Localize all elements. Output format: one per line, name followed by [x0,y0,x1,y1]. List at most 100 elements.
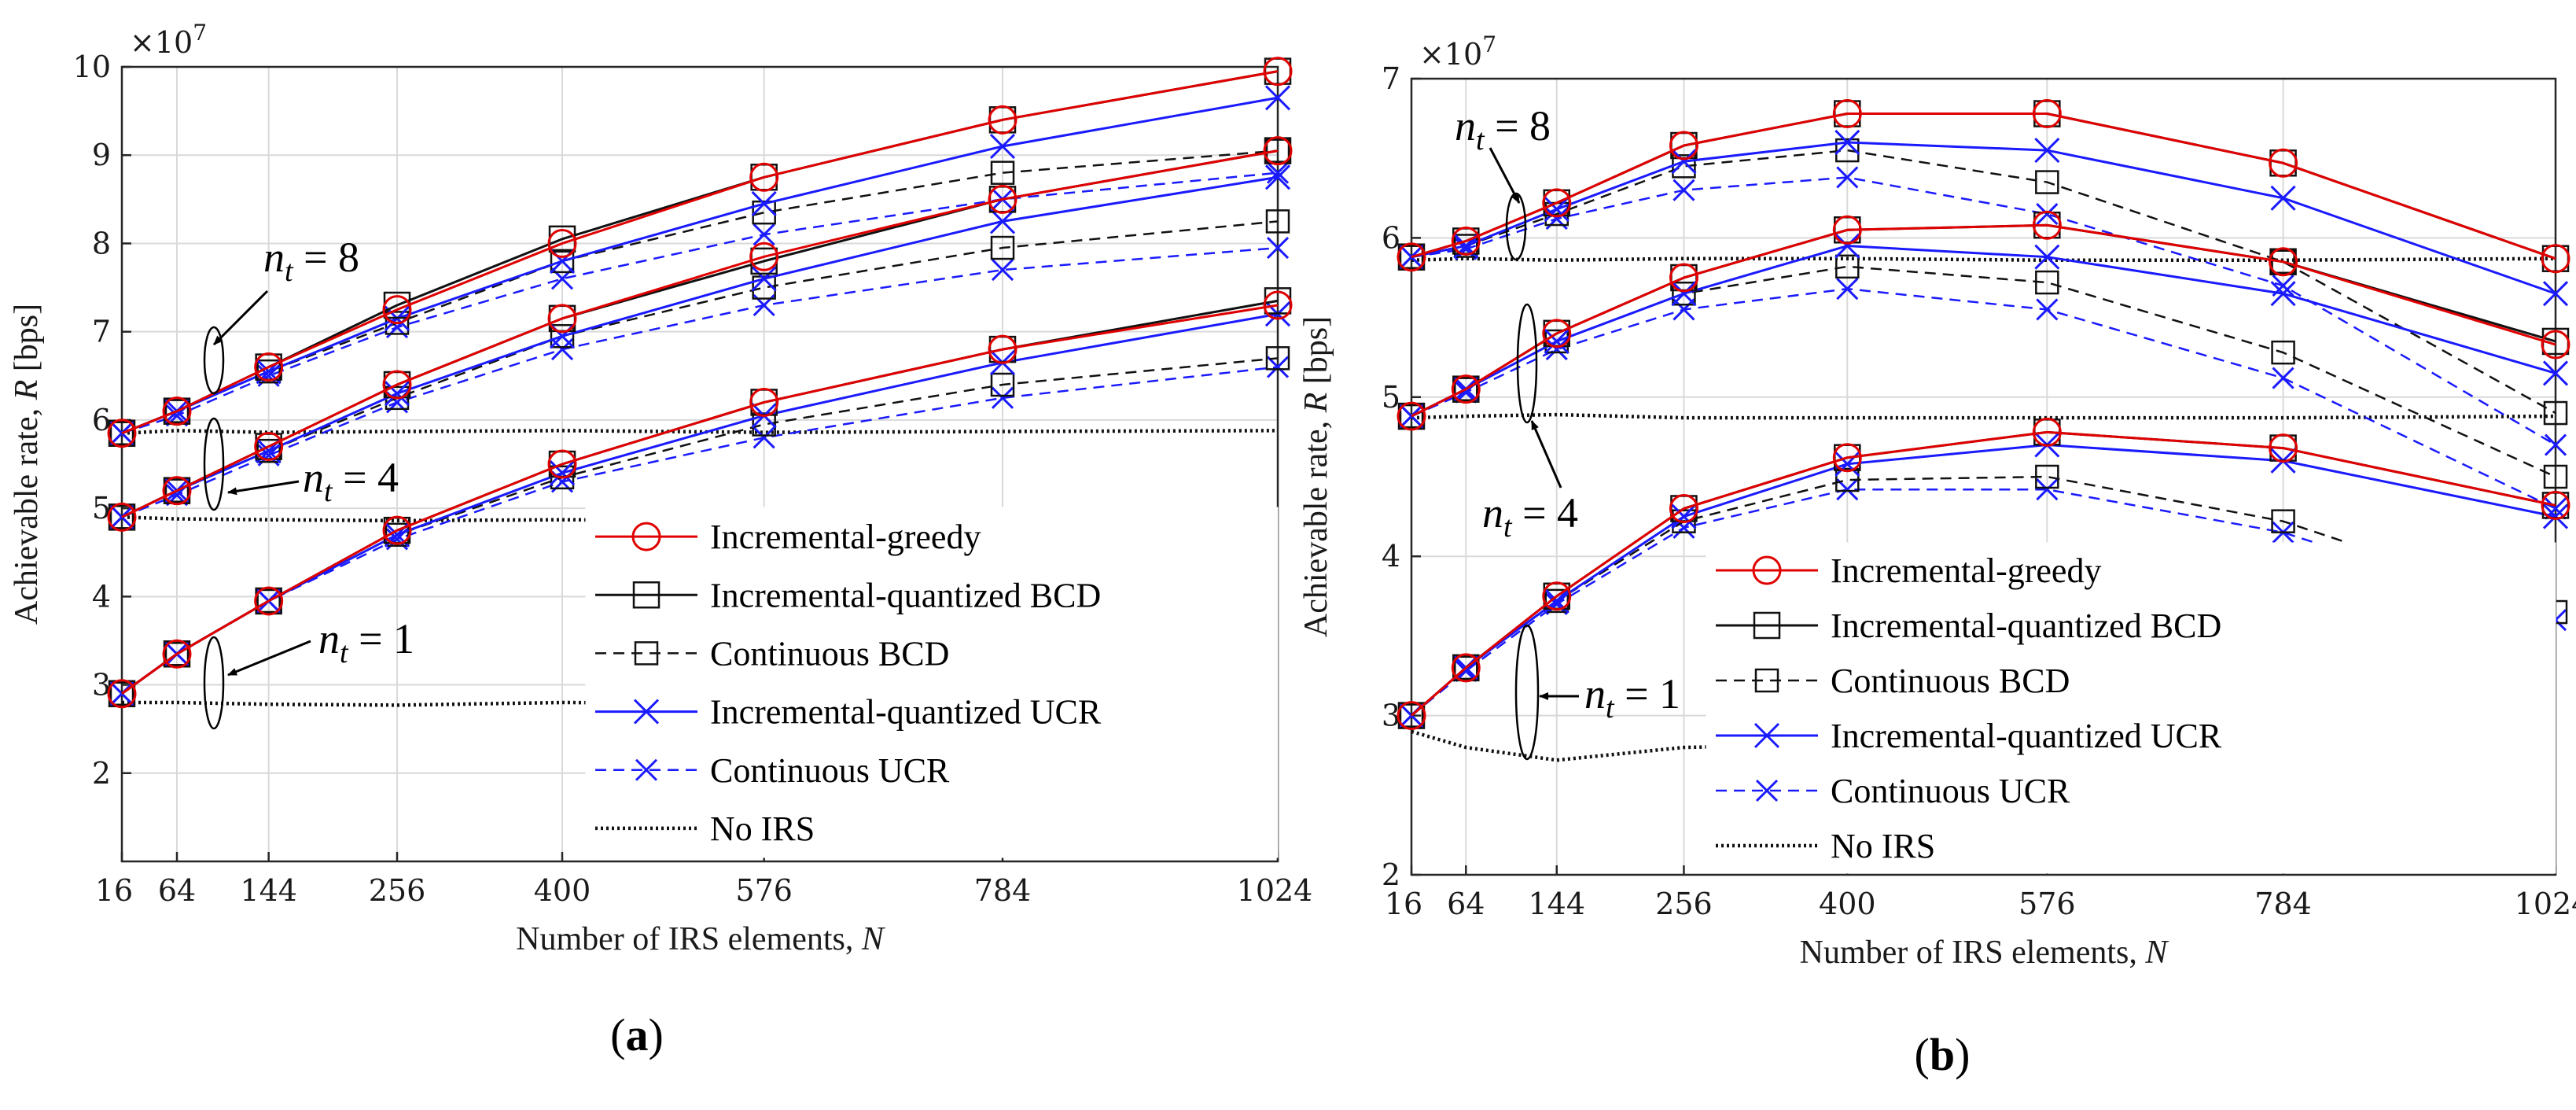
data-point-cbcd-nt4 [1454,377,1478,401]
legend-marker-qucr [633,699,660,725]
data-point-greedy-nt8 [1451,226,1481,256]
data-point-cbcd-nt1 [1835,467,1860,492]
legend-marker-greedy [631,522,661,551]
y-tick-label: 5 [1382,380,1400,415]
data-point-greedy-nt1 [1832,443,1862,473]
data-point-cbcd-nt8 [990,160,1015,185]
data-point-greedy-nt1 [547,449,577,479]
data-point-greedy-nt1 [2032,417,2062,447]
legend-label-qucr: Incremental-quantized UCR [710,693,1102,732]
data-point-greedy-nt4 [1669,263,1698,293]
panel-b: 16641442564005767841024234567×107Number … [1298,31,2576,1080]
legend-label-greedy: Incremental-greedy [710,518,981,556]
data-point-cbcd-nt4 [1835,254,1860,279]
panel-label: (b) [1915,1029,1971,1080]
data-point-qucr-nt4 [2542,360,2569,386]
data-point-qucr-nt4 [1544,328,1570,355]
y-tick-label: 2 [1382,857,1400,892]
data-point-cbcd-nt4 [1399,404,1424,429]
x-tick-label: 400 [534,873,591,908]
data-point-greedy-nt4 [162,476,192,506]
data-point-cbcd-nt1 [164,642,190,666]
x-tick-label: 16 [95,873,133,908]
data-point-greedy-nt1 [2269,433,2298,463]
data-point-qucr-nt4 [2034,244,2060,270]
y-tick-label: 4 [92,579,111,614]
data-point-greedy-nt8 [2269,148,2298,178]
annotation-label-nt4: nt = 4 [1482,489,1578,544]
data-point-greedy-nt4 [2269,247,2298,277]
y-tick-label: 10 [73,50,111,84]
data-point-greedy-nt1 [162,639,192,669]
legend-label-cucr: Continuous UCR [710,751,950,790]
y-multiplier: ×107 [1419,31,1496,72]
legend: Incremental-greedy Incremental-quantized … [585,507,1279,858]
data-point-cbcd-nt4 [990,235,1015,260]
data-point-qucr-nt8 [751,190,777,217]
data-point-greedy-nt4 [2032,210,2062,240]
series-line-qucr-nt8 [1411,141,2556,295]
data-point-greedy-nt4 [1542,319,1572,348]
annotation-arrow-nt8 [212,289,269,346]
series-line-noirs-nt4 [121,515,1279,523]
data-point-greedy-nt4 [547,304,577,334]
data-point-qucr-nt8 [1544,196,1570,223]
x-tick-label: 256 [369,873,426,908]
data-point-cbcd-nt8 [1265,138,1290,163]
data-point-greedy-nt1 [2541,490,2570,520]
data-point-greedy-nt4 [382,370,412,400]
data-point-greedy-nt4 [1263,136,1293,166]
data-point-greedy-nt1 [1669,493,1698,523]
group-ellipse-nt4 [203,417,225,511]
legend-box [585,507,1279,858]
series-line-noirs-nt4 [1411,412,2556,420]
series-line-greedy-nt4 [1411,223,2556,418]
data-point-greedy-nt8 [2541,244,2570,274]
x-tick-label: 784 [974,873,1032,908]
data-point-greedy-nt1 [1451,653,1481,683]
data-point-qucr-nt1 [2542,503,2569,529]
x-axis-label: Number of IRS elements, N [516,921,885,957]
axes-box [1410,77,2557,876]
legend-label-qbcd: Incremental-quantized BCD [1831,607,2221,645]
legend-label-qucr: Incremental-quantized UCR [1831,717,2222,755]
panel-a: 16 64 144 256 400 576 784 10242345678910×107Num… [9,20,1312,1060]
data-point-cbcd-nt4 [2271,340,2295,365]
data-point-qucr-nt4 [989,208,1016,234]
series-line-greedy-nt8 [121,70,1279,435]
series-line-cucr-nt8 [1411,176,2556,446]
data-point-qucr-nt4 [751,266,777,292]
annotation-label-nt4: nt = 4 [303,454,399,508]
data-point-qucr-nt4 [1671,281,1697,307]
data-point-cbcd-nt1 [990,372,1015,397]
annotation-arrow-nt4 [227,480,300,496]
data-point-cbcd-nt4 [550,324,575,348]
annotation-label-nt1: nt = 1 [1584,670,1680,725]
data-point-cucr-nt4 [1545,338,1568,361]
x-tick-label: 1024 [2515,887,2576,921]
data-point-cucr-nt4 [1836,278,1859,301]
data-point-cbcd-nt1 [1399,703,1424,728]
x-axis-label: Number of IRS elements, N [1800,935,2169,971]
data-point-greedy-nt4 [254,432,284,462]
data-point-greedy-nt8 [988,105,1018,135]
legend: Incremental-greedy Incremental-quantized … [1706,542,2556,874]
data-point-cbcd-nt8 [164,399,190,423]
data-point-greedy-nt1 [382,515,412,545]
data-point-greedy-nt1 [1263,290,1293,320]
group-ellipse-nt1 [203,636,225,730]
data-point-cbcd-nt8 [752,200,776,225]
data-point-greedy-nt4 [1397,401,1426,431]
annotation-arrow-nt8 [1489,147,1521,204]
data-point-greedy-nt8 [1263,57,1293,87]
x-tick-label: 16 [1385,887,1422,921]
data-point-greedy-nt1 [254,586,284,616]
data-point-cucr-nt4 [1266,236,1290,260]
legend-label-cucr: Continuous UCR [1831,772,2070,810]
data-point-cbcd-nt8 [2271,249,2295,275]
data-point-greedy-nt8 [2032,99,2062,129]
data-point-greedy-nt4 [1832,215,1862,245]
data-point-cbcd-nt8 [1399,245,1424,269]
annotation-label-nt8: nt = 8 [263,234,359,288]
x-tick-label: 64 [158,873,196,908]
